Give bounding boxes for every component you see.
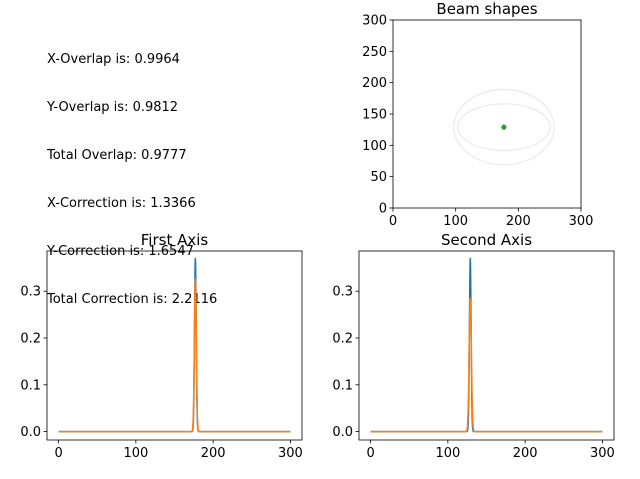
first-ytick-label: 0.0 (20, 425, 41, 440)
second-ytick-label: 0.2 (332, 332, 353, 347)
second-plot-area (370, 257, 603, 433)
beam-plot-area (453, 88, 555, 166)
beam-ytick-label: 200 (362, 76, 387, 91)
stat-y-overlap: Y-Overlap is: 0.9812 (47, 100, 179, 115)
second-xtick-label: 200 (513, 446, 538, 461)
first-ytick-label: 0.1 (20, 378, 41, 393)
beam-ytick-label: 150 (362, 108, 387, 123)
second-ytick-label: 0.0 (332, 425, 353, 440)
first-chart: First Axis 0 100 200 300 0.0 0.1 0.2 0.3 (20, 231, 303, 461)
beam-title: Beam shapes (436, 0, 537, 18)
second-series-orange (370, 297, 603, 433)
overlap-stats: X-Overlap is: 0.9964 Y-Overlap is: 0.981… (47, 20, 217, 324)
beam-xtick-label: 200 (506, 214, 531, 229)
second-ytick-label: 0.3 (332, 285, 353, 300)
stat-x-correction: X-Correction is: 1.3366 (47, 196, 196, 211)
beam-ytick-label: 300 (362, 14, 387, 29)
first-axes-frame (46, 250, 303, 441)
first-xtick-label: 100 (123, 446, 148, 461)
beam-ytick-label: 100 (362, 139, 387, 154)
beam-axes-frame (392, 19, 582, 209)
beam-ring-1 (457, 103, 551, 151)
first-series-blue (58, 257, 291, 433)
beam-ytick-label: 50 (370, 170, 387, 185)
beam-chart: Beam shapes 0 100 200 300 0 50 100 150 200 250 300 (362, 0, 593, 229)
second-axes-frame (358, 250, 615, 441)
first-ytick-label: 0.2 (20, 332, 41, 347)
first-xtick-label: 0 (54, 446, 62, 461)
second-chart: Second Axis 0 100 200 300 0.0 0.1 0.2 0.3 (332, 231, 615, 461)
second-title: Second Axis (441, 231, 532, 249)
first-series-orange (58, 278, 291, 433)
second-xtick-label: 0 (366, 446, 374, 461)
beam-xtick-label: 100 (443, 214, 468, 229)
first-xtick-label: 200 (201, 446, 226, 461)
beam-xtick-label: 300 (569, 214, 594, 229)
second-xtick-label: 100 (435, 446, 460, 461)
stat-x-overlap: X-Overlap is: 0.9964 (47, 52, 180, 67)
first-title: First Axis (141, 231, 209, 249)
first-ytick-label: 0.3 (20, 285, 41, 300)
beam-ring-0 (453, 88, 555, 166)
first-xtick-label: 300 (278, 446, 303, 461)
second-xtick-label: 300 (590, 446, 615, 461)
beam-ytick-label: 0 (379, 202, 387, 217)
beam-xtick-label: 0 (389, 214, 397, 229)
stat-total-overlap: Total Overlap: 0.9777 (47, 148, 187, 163)
stat-y-correction: Y-Correction is: 1.6547 (47, 244, 194, 259)
first-plot-area (58, 257, 291, 433)
second-ytick-label: 0.1 (332, 378, 353, 393)
beam-ytick-label: 250 (362, 45, 387, 60)
second-series-blue (370, 257, 603, 433)
beam-point-0 (501, 124, 507, 130)
